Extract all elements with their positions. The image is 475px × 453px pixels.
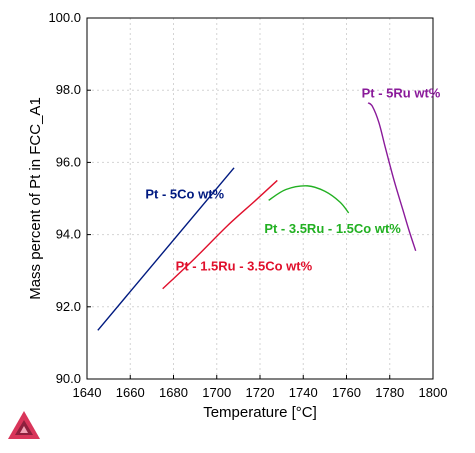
y-tick-label: 98.0 [56,82,81,97]
y-axis-title: Mass percent of Pt in FCC_A1 [27,97,44,300]
series-label-2: Pt - 1.5Ru - 3.5Co wt% [176,259,313,274]
series-line-1 [97,167,235,331]
grid [87,18,433,379]
x-tick-label: 1640 [73,385,102,400]
series-line-2 [162,179,278,290]
series-label-1: Pt - 5Co wt% [145,187,224,202]
x-axis-title: Temperature [°C] [203,404,317,421]
series-label-3: Pt - 3.5Ru - 1.5Co wt% [264,221,401,236]
y-tick-label: 94.0 [56,227,81,242]
x-tick-label: 1700 [202,385,231,400]
y-tick-label: 92.0 [56,299,81,314]
annotation-layer: Pt - 5Co wt% Pt - 1.5Ru - 3.5Co wt% Pt - 3… [145,85,440,273]
series-line-4 [367,102,417,252]
x-tick-label: 1740 [289,385,318,400]
series-line-3 [268,185,350,214]
x-tick-label: 1660 [116,385,145,400]
thermo-calc-logo-icon [8,411,40,439]
series-label-4: Pt - 5Ru wt% [362,85,441,100]
y-tick-label: 100.0 [48,10,81,25]
x-tick-label: 1760 [332,385,361,400]
y-tick-label: 96.0 [56,154,81,169]
x-tick-label: 1680 [159,385,188,400]
x-tick-label: 1780 [375,385,404,400]
x-tick-label: 1800 [419,385,448,400]
series-layer [97,102,417,331]
tick-layer: 1640 1660 1680 1700 1720 1740 1760 1780 1800 90.0… [48,10,447,400]
x-tick-label: 1720 [246,385,275,400]
y-tick-label: 90.0 [56,371,81,386]
